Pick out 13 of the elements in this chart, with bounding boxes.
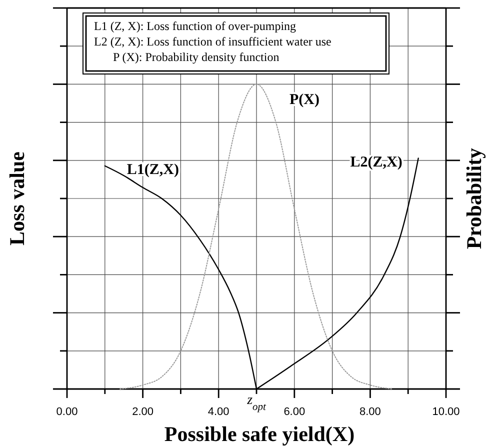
text: P (X): Probability density function xyxy=(113,50,280,64)
text: L2 (Z, X): Loss function of insufficient water use xyxy=(94,34,332,48)
y2-axis-title: Probability xyxy=(462,147,486,250)
x-tick-label: 6.00 xyxy=(284,406,306,418)
x-tick-label: 0.00 xyxy=(56,406,78,418)
y-axis-title: Loss value xyxy=(5,152,29,246)
x-tick-label: 2.00 xyxy=(132,406,154,418)
text: L1 (Z, X): Loss function of over-pumping xyxy=(94,19,296,33)
text: z$_{opt}$ xyxy=(246,393,268,412)
x-tick-label: 4.00 xyxy=(208,406,230,418)
x-tick-label: 10.00 xyxy=(432,406,460,418)
x-axis-title: Possible safe yield(X) xyxy=(164,422,355,446)
x-tick-label: 8.00 xyxy=(359,406,381,418)
